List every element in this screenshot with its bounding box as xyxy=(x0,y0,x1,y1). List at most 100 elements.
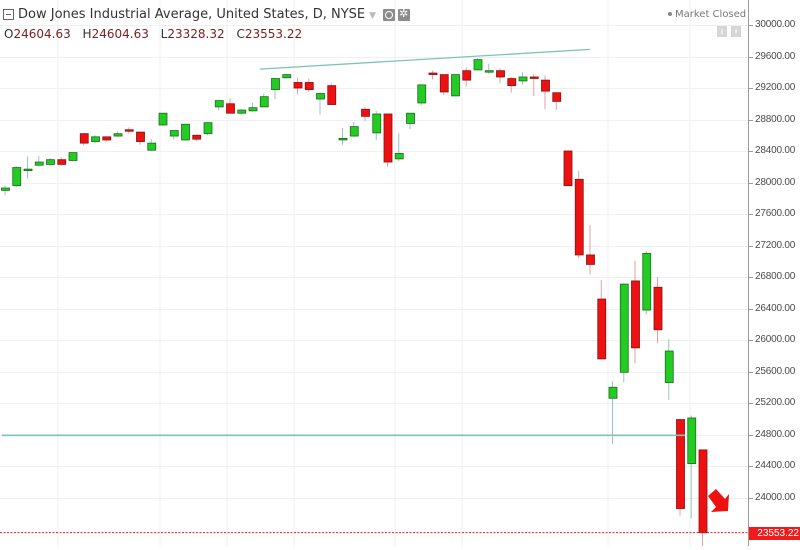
candle-up xyxy=(259,96,269,108)
candle-up xyxy=(68,152,78,161)
candle-up xyxy=(91,136,100,142)
axis-tick xyxy=(749,88,753,89)
candle-up xyxy=(113,133,123,137)
trendline xyxy=(259,48,591,70)
candle-down xyxy=(136,131,145,142)
chart-legend-header: Dow Jones Industrial Average, United Sta… xyxy=(3,7,411,22)
candle-down xyxy=(552,92,562,102)
candle-down xyxy=(586,254,595,265)
axis-tick-label: 28800.00 xyxy=(755,114,796,125)
chart-plot-area[interactable] xyxy=(0,0,748,550)
axis-tick xyxy=(749,372,753,373)
axis-tick-label: 27600.00 xyxy=(755,208,796,219)
candle-up xyxy=(181,123,190,141)
candle-up xyxy=(473,59,483,71)
axis-tick xyxy=(749,120,753,121)
eye-icon[interactable] xyxy=(383,8,396,21)
candle-down xyxy=(304,82,314,90)
candle-down xyxy=(361,108,370,117)
open-value: 24604.63 xyxy=(13,27,71,41)
axis-tick xyxy=(749,277,753,278)
candle-down xyxy=(462,70,472,81)
candle-down xyxy=(496,70,505,78)
candle-up xyxy=(619,283,629,373)
candle-up xyxy=(372,113,382,134)
candle-down xyxy=(57,159,67,165)
gear-icon[interactable] xyxy=(398,7,411,21)
market-status: Market Closed xyxy=(668,9,746,20)
candle-up xyxy=(214,100,224,108)
scroll-down-icon[interactable]: ⭳ xyxy=(717,26,727,37)
last-price-badge: 23553.22 xyxy=(749,527,800,540)
low-label: L xyxy=(160,27,168,41)
high-label: H xyxy=(82,27,92,41)
dropdown-caret-icon[interactable]: ▼ xyxy=(369,11,377,21)
axis-tick xyxy=(749,246,753,247)
candle-down xyxy=(698,449,708,534)
candle-up xyxy=(248,107,258,112)
axis-tick-label: 27200.00 xyxy=(755,240,796,251)
axis-tick-label: 30000.00 xyxy=(755,19,796,30)
candle-down xyxy=(529,76,539,79)
price-axis[interactable]: 30000.00 29600.00 29200.00 28800.00 28400.00… xyxy=(748,0,800,546)
candle-up xyxy=(169,130,179,137)
candle-up xyxy=(282,74,292,79)
market-status-text: Market Closed xyxy=(675,9,747,20)
candle-up xyxy=(484,70,494,73)
axis-tick-label: 26800.00 xyxy=(755,271,796,282)
candle-up xyxy=(338,137,348,141)
candle-down xyxy=(541,79,550,92)
candle-up xyxy=(237,109,247,114)
candle-down xyxy=(574,178,584,256)
candle-up xyxy=(642,252,652,311)
axis-tick xyxy=(749,309,753,310)
axis-tick xyxy=(749,466,753,467)
axis-tick-label: 29600.00 xyxy=(755,51,796,62)
candle-up xyxy=(1,187,10,191)
candle-up xyxy=(34,161,44,166)
candle-down xyxy=(327,85,337,105)
axis-tick xyxy=(749,340,753,341)
candle-down xyxy=(631,280,640,349)
candle-down xyxy=(102,136,112,141)
candle-down xyxy=(293,82,303,89)
collapse-icon[interactable] xyxy=(3,9,14,20)
candle-up xyxy=(158,112,168,126)
candle-up xyxy=(394,152,404,160)
candle-up xyxy=(687,417,697,465)
candle-down xyxy=(653,286,663,331)
candle-up xyxy=(518,76,528,82)
axis-tick-label: 24400.00 xyxy=(755,460,796,471)
candle-up xyxy=(12,167,22,187)
symbol-title: Dow Jones Industrial Average, United Sta… xyxy=(18,7,366,22)
axis-tick xyxy=(749,151,753,152)
axis-tick-label: 26400.00 xyxy=(755,303,796,314)
candle-down xyxy=(383,113,393,163)
candle-up xyxy=(608,386,618,399)
close-value: 23553.22 xyxy=(244,27,303,41)
candle-down xyxy=(439,74,449,93)
axis-tick xyxy=(749,25,753,26)
candle-up xyxy=(664,350,674,383)
candle-up xyxy=(316,93,325,100)
candle-up xyxy=(349,126,359,137)
candle-up xyxy=(23,168,33,172)
candle-up xyxy=(203,122,213,135)
scroll-up-icon[interactable]: ⭱ xyxy=(731,26,741,37)
high-value: 24604.63 xyxy=(91,27,149,41)
candle-up xyxy=(147,142,157,151)
axis-tick-label: 29200.00 xyxy=(755,82,796,93)
arrow-down-icon xyxy=(708,489,729,512)
axis-tick-label: 25200.00 xyxy=(755,397,796,408)
axis-tick-label: 24000.00 xyxy=(755,492,796,503)
candle-up xyxy=(46,159,55,165)
candle-down xyxy=(597,298,607,360)
candle-up xyxy=(406,112,415,124)
candlestick-chart[interactable] xyxy=(0,0,748,550)
axis-tick xyxy=(749,183,753,184)
axis-tick-label: 24800.00 xyxy=(755,429,796,440)
candle-down xyxy=(124,129,134,132)
ohlc-values: O24604.63 H24604.63 L23328.32 C23553.22 xyxy=(4,27,310,41)
candle-down xyxy=(676,419,685,509)
candle-up xyxy=(451,74,460,97)
